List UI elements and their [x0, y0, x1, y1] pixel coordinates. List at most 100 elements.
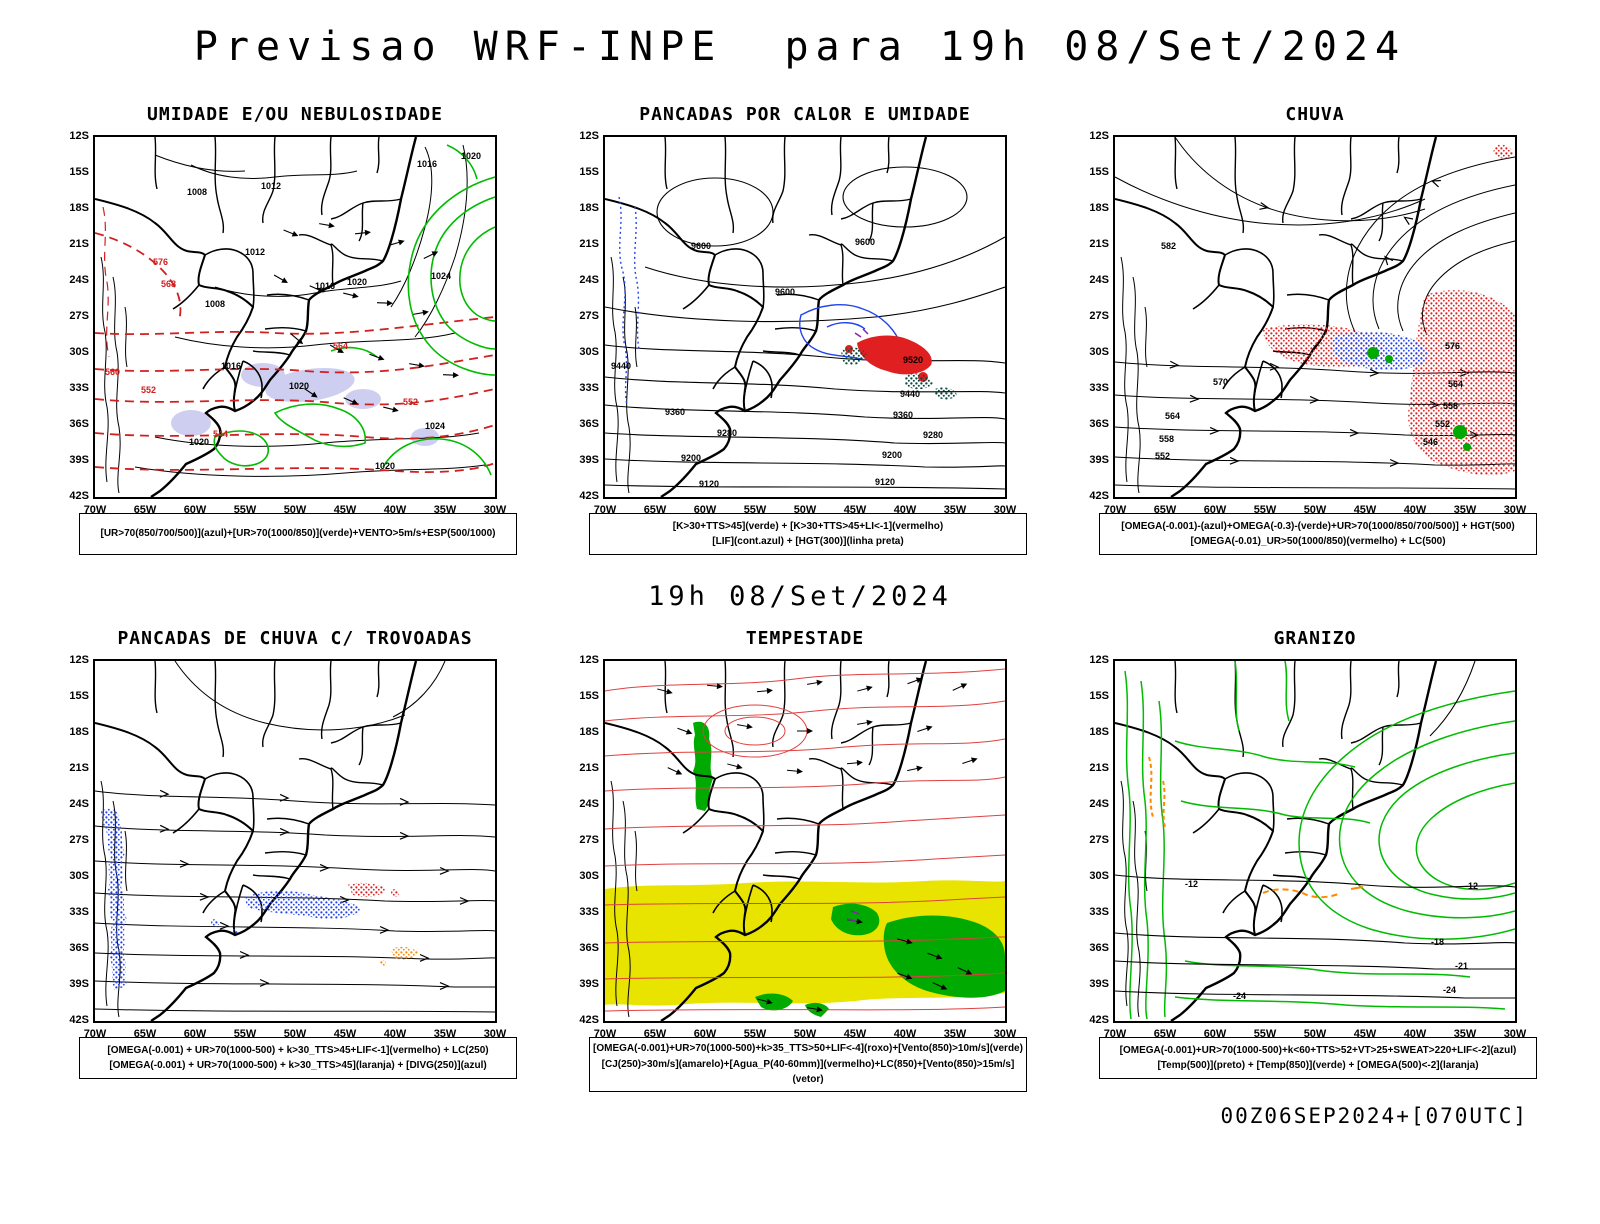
svg-text:9600: 9600 — [855, 237, 875, 247]
rain-green-blobs — [1367, 347, 1471, 451]
lat-tick-label: 42S — [579, 490, 599, 502]
map-svg-trovoadas — [95, 661, 495, 1021]
svg-text:1016: 1016 — [315, 281, 335, 291]
lat-tick-label: 27S — [69, 834, 89, 846]
lat-tick-label: 33S — [579, 906, 599, 918]
lat-tick-label: 21S — [579, 238, 599, 250]
contour-labels: 1008 1012 1016 1020 1012 1008 1016 1020 … — [105, 151, 481, 471]
panel-row-top: UMIDADE E/OU NEBULOSIDADE 12S 15S 18S 21S 24… — [0, 104, 1600, 555]
svg-text:1008: 1008 — [187, 187, 207, 197]
lat-tick-label: 33S — [1089, 382, 1109, 394]
svg-text:9440: 9440 — [900, 389, 920, 399]
svg-text:568: 568 — [161, 279, 176, 289]
lat-tick-label: 39S — [579, 978, 599, 990]
lat-tick-label: 30S — [69, 346, 89, 358]
lat-tick-label: 36S — [579, 942, 599, 954]
map-svg-umidade: 1008 1012 1016 1020 1012 1008 1016 1020 … — [95, 137, 495, 497]
panel-title-chuva: CHUVA — [1285, 104, 1345, 125]
svg-text:558: 558 — [1159, 434, 1174, 444]
contour-labels: 582 576 570 564 558 552 564 558 552 546 — [1155, 241, 1463, 461]
panel-umidade: UMIDADE E/OU NEBULOSIDADE 12S 15S 18S 21S 24… — [57, 104, 523, 555]
panel-tempestade: TEMPESTADE 12S 15S 18S 21S 24S 27S 30S 33S 36S 39… — [567, 628, 1033, 1092]
lat-tick-label: 21S — [579, 762, 599, 774]
lat-tick-label: 36S — [69, 418, 89, 430]
legend-trovoadas: [OMEGA(-0.001) + UR>70(1000-500) + k>30_… — [79, 1037, 517, 1079]
legend-line: [OMEGA(-0.001) + UR>70(1000-500) + k>30_… — [107, 1044, 489, 1056]
lat-tick-label: 27S — [579, 310, 599, 322]
isobar-contours — [134, 144, 486, 477]
lat-tick-label: 42S — [579, 1014, 599, 1026]
basemap — [95, 137, 418, 497]
map-svg-pancadas-calor: 9600 9600 9600 9520 9440 9360 9280 9200 … — [605, 137, 1005, 497]
lat-tick-label: 30S — [1089, 346, 1109, 358]
svg-text:546: 546 — [1423, 437, 1438, 447]
lat-tick-label: 42S — [1089, 490, 1109, 502]
lat-tick-label: 12S — [69, 130, 89, 142]
svg-text:1020: 1020 — [289, 381, 309, 391]
lat-tick-label: 42S — [69, 1014, 89, 1026]
lat-tick-label: 15S — [69, 690, 89, 702]
map-chuva: 12S 15S 18S 21S 24S 27S 30S 33S 36S 39S 42S 70W 65W… — [1089, 130, 1526, 516]
svg-text:1024: 1024 — [425, 421, 445, 431]
lat-tick-label: 18S — [579, 202, 599, 214]
mid-caption: 19h 08/Set/2024 — [648, 581, 952, 612]
svg-text:564: 564 — [333, 341, 348, 351]
lc250-streamlines — [95, 661, 495, 1013]
lat-tick-label: 30S — [579, 346, 599, 358]
convection-dark-specks — [841, 347, 957, 400]
map-pancadas-calor: 12S 15S 18S 21S 24S 27S 30S 33S 36S 39S 42S 70W 65W… — [579, 130, 1016, 516]
svg-text:9200: 9200 — [681, 453, 701, 463]
lat-tick-label: 18S — [1089, 202, 1109, 214]
lat-tick-label: 27S — [579, 834, 599, 846]
legend-line: [OMEGA(-0.001)+UR>70(1000-500)+k<60+TTS>… — [1119, 1044, 1517, 1056]
svg-text:1020: 1020 — [347, 277, 367, 287]
svg-text:552: 552 — [403, 397, 418, 407]
humidity-contours — [213, 144, 495, 476]
legend-line: [OMEGA(-0.001)+UR>70(1000-500)+k>35_TTS>… — [593, 1043, 1023, 1054]
panel-title-pancadas-calor: PANCADAS POR CALOR E UMIDADE — [639, 104, 971, 125]
panel-title-tempestade: TEMPESTADE — [745, 628, 865, 649]
contour-labels: -12 -12 -18 -21 -24 -24 — [1185, 879, 1478, 1001]
svg-text:552: 552 — [1155, 451, 1170, 461]
lat-tick-label: 36S — [579, 418, 599, 430]
divergence-blue-specks — [101, 808, 361, 991]
svg-text:1012: 1012 — [261, 181, 281, 191]
svg-text:-12: -12 — [1185, 879, 1198, 889]
svg-text:-21: -21 — [1455, 961, 1468, 971]
lat-tick-label: 33S — [69, 382, 89, 394]
lat-tick-label: 18S — [579, 726, 599, 738]
height-contours — [605, 166, 1005, 490]
lat-tick-label: 15S — [69, 166, 89, 178]
legend-line: [Temp(500)](preto) + [Temp(850)](verde) … — [1157, 1060, 1479, 1071]
legend-chuva: [OMEGA(-0.001)-(azul)+OMEGA(-0.3)-(verde… — [1099, 513, 1537, 555]
svg-text:564: 564 — [1448, 379, 1463, 389]
lat-tick-label: 30S — [1089, 870, 1109, 882]
svg-text:1020: 1020 — [375, 461, 395, 471]
purple-marks — [854, 328, 869, 338]
lat-tick-label: 42S — [1089, 1014, 1109, 1026]
svg-text:-24: -24 — [1233, 991, 1246, 1001]
basemap — [95, 661, 418, 1021]
lat-tick-label: 30S — [69, 870, 89, 882]
lat-tick-label: 24S — [1089, 798, 1109, 810]
legend-line: [UR>70(850/700/500)](azul)+[UR>70(1000/8… — [100, 528, 496, 540]
temp850-green-contours — [1124, 661, 1515, 1020]
legend-granizo: [OMEGA(-0.001)+UR>70(1000-500)+k<60+TTS>… — [1099, 1037, 1537, 1079]
red-streamlines — [605, 668, 1005, 1012]
svg-text:-18: -18 — [1431, 937, 1444, 947]
lat-tick-label: 36S — [1089, 418, 1109, 430]
run-timestamp: 00Z06SEP2024+[070UTC] — [1220, 1103, 1528, 1128]
lat-tick-label: 21S — [69, 762, 89, 774]
lat-tick-label: 18S — [1089, 726, 1109, 738]
svg-text:582: 582 — [1161, 241, 1176, 251]
lat-tick-label: 39S — [1089, 454, 1109, 466]
lat-tick-label: 24S — [579, 274, 599, 286]
panel-row-bottom: PANCADAS DE CHUVA C/ TROVOADAS 12S 15S 18S… — [0, 628, 1600, 1092]
rain-red-specks — [1263, 144, 1515, 476]
lat-tick-label: 18S — [69, 202, 89, 214]
legend-line: [LIF](cont.azul) + [HGT(300)](linha pret… — [712, 536, 904, 547]
svg-text:9120: 9120 — [875, 477, 895, 487]
omega-orange-contours — [1148, 756, 1364, 899]
legend-line: [OMEGA(-0.001)-(azul)+OMEGA(-0.3)-(verde… — [1121, 520, 1515, 532]
lat-tick-label: 24S — [579, 798, 599, 810]
